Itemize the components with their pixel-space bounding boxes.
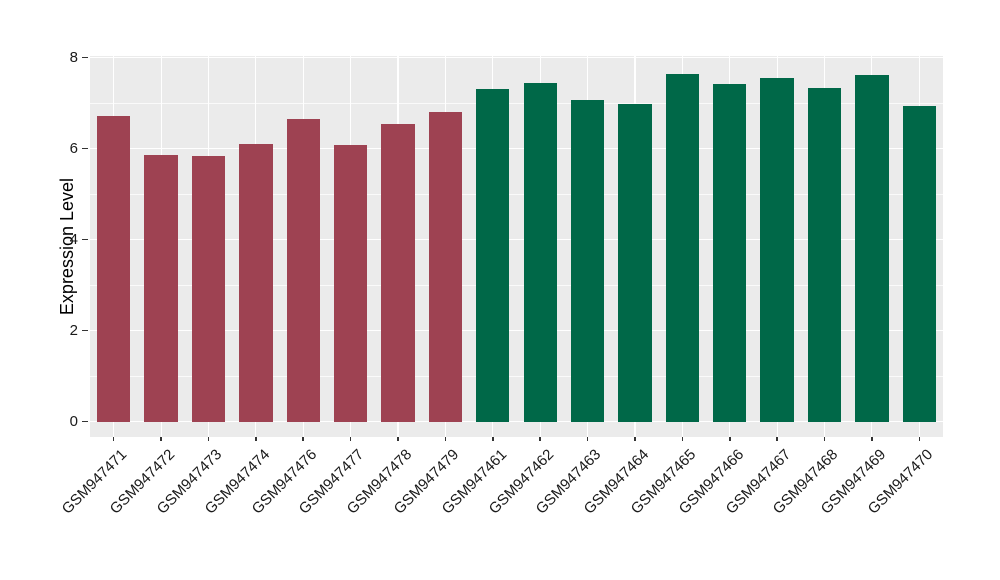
x-tick-mark — [823, 437, 826, 441]
x-tick-mark — [112, 437, 115, 441]
major-gridline — [90, 56, 943, 59]
bar-GSM947464 — [618, 103, 652, 422]
plot-panel — [90, 56, 943, 437]
bar-GSM947465 — [665, 74, 700, 422]
x-tick-mark — [776, 437, 778, 441]
major-gridline — [90, 147, 943, 150]
y-tick-label: 4 — [69, 230, 78, 248]
y-tick-mark — [82, 420, 88, 423]
major-gridline — [90, 238, 943, 241]
y-tick-mark — [82, 238, 88, 241]
x-tick-mark — [871, 437, 873, 441]
y-tick-mark — [82, 147, 88, 150]
major-gridline — [90, 420, 943, 423]
minor-gridline — [90, 284, 943, 286]
bar-GSM947473 — [191, 156, 226, 422]
minor-gridline — [90, 102, 943, 104]
bar-GSM947469 — [855, 75, 889, 422]
bar-GSM947478 — [381, 123, 415, 422]
x-tick-mark — [492, 437, 494, 441]
x-tick-mark — [444, 437, 447, 441]
y-tick-label: 2 — [69, 321, 78, 339]
y-tick-label: 6 — [69, 139, 78, 157]
x-tick-mark — [586, 437, 589, 441]
bar-GSM947462 — [523, 83, 557, 422]
bar-GSM947466 — [713, 83, 747, 422]
x-tick-mark — [255, 437, 257, 441]
minor-gridline — [90, 375, 943, 377]
x-tick-mark — [681, 437, 684, 441]
y-tick-label: 8 — [69, 48, 78, 66]
bar-GSM947467 — [760, 78, 794, 422]
bar-GSM947468 — [807, 88, 842, 422]
x-tick-mark — [207, 437, 210, 441]
x-tick-mark — [302, 437, 304, 441]
bar-GSM947477 — [333, 144, 368, 422]
major-gridline — [90, 329, 943, 332]
bar-GSM947463 — [570, 99, 605, 422]
x-tick-mark — [160, 437, 162, 441]
y-tick-label: 0 — [69, 412, 78, 430]
x-tick-mark — [539, 437, 541, 441]
y-tick-mark — [82, 56, 88, 59]
y-tick-mark — [82, 329, 88, 332]
minor-gridline — [90, 193, 943, 195]
bar-GSM947471 — [97, 116, 131, 422]
x-tick-mark — [918, 437, 921, 441]
bar-GSM947476 — [286, 118, 320, 422]
bar-GSM947461 — [476, 88, 510, 422]
bar-GSM947470 — [902, 106, 936, 422]
bar-GSM947474 — [239, 143, 273, 422]
x-tick-mark — [349, 437, 352, 441]
x-tick-mark — [729, 437, 731, 441]
bar-GSM947479 — [428, 111, 463, 422]
x-tick-mark — [397, 437, 399, 441]
bar-GSM947472 — [144, 154, 178, 422]
x-tick-mark — [634, 437, 636, 441]
